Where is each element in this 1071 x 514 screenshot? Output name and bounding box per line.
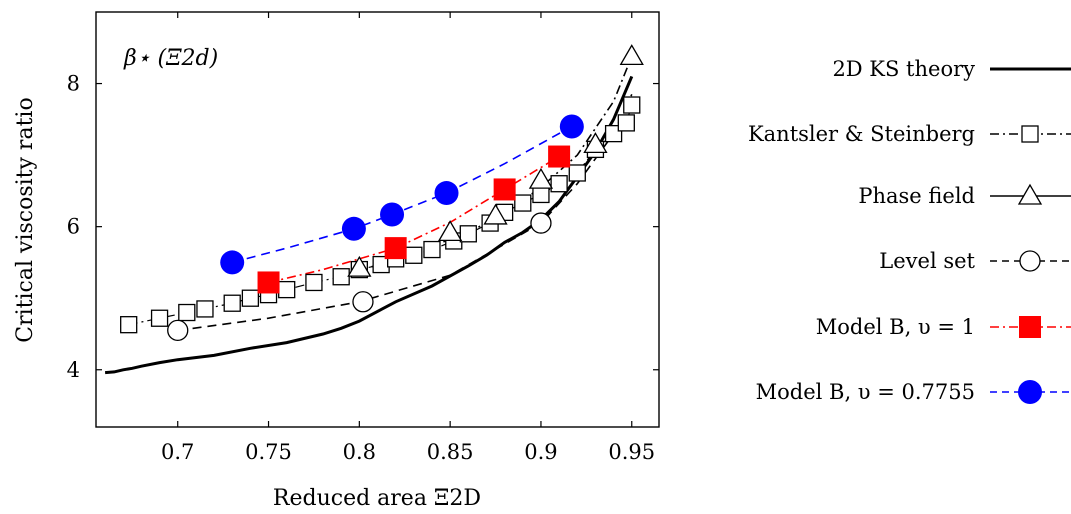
x-tick-label: 0.9: [524, 440, 557, 464]
kantsler-point: [332, 268, 350, 286]
kantsler-point: [550, 175, 568, 193]
kantsler-point: [617, 114, 635, 132]
phase-point: [438, 220, 463, 242]
legend-entry: Model B, υ = 1: [816, 315, 1071, 339]
modelB2-point: [380, 202, 405, 227]
modelB1-point: [548, 145, 571, 168]
legend-marker: [1021, 125, 1039, 143]
y-tick-label: 8: [67, 72, 80, 96]
inset-annotation: β⋆ (Ξ2d): [123, 46, 218, 71]
kantsler-point: [305, 273, 323, 292]
plot-area: [104, 44, 644, 375]
kantsler-point: [568, 164, 586, 182]
modelB2-point: [341, 216, 366, 241]
plot-frame: [95, 11, 660, 428]
kantsler-point: [196, 300, 214, 318]
y-tick-label: 6: [67, 215, 80, 239]
modelB2-point: [434, 181, 459, 206]
kantsler-point: [405, 246, 423, 264]
y-axis-label: Critical viscosity ratio: [13, 97, 38, 342]
x-tick-label: 0.8: [343, 440, 376, 464]
level-point: [352, 291, 374, 313]
legend-label: Model B, υ = 1: [816, 315, 975, 339]
kantsler-point: [604, 124, 623, 143]
kantsler-point: [423, 240, 441, 259]
ks-line: [104, 75, 634, 375]
axes: 0.7 0.75 0.8 0.85 0.9 0.95 4 6 8: [67, 11, 660, 464]
legend-marker: [1019, 250, 1041, 272]
level-point: [167, 319, 189, 342]
phase-point: [483, 203, 508, 225]
phase-point: [619, 44, 644, 66]
x-axis-label: Reduced area Ξ2D: [273, 486, 481, 511]
legend-label: Model B, υ = 0.7755: [756, 380, 975, 404]
kantsler-point: [278, 280, 296, 299]
kantsler-point: [623, 96, 641, 114]
x-tick-label: 0.85: [427, 440, 474, 464]
kantsler-point: [150, 309, 169, 327]
phase-point: [583, 132, 608, 154]
modelB2-point: [559, 114, 584, 139]
kantsler-point: [532, 185, 550, 204]
phase-point: [347, 255, 372, 277]
legend-entry: Phase field: [858, 183, 1071, 208]
legend: 2D KS theory Kantsler & Steinberg Phase fi…: [748, 57, 1071, 404]
legend-label: Kantsler & Steinberg: [748, 122, 975, 146]
kantsler-point: [514, 194, 532, 212]
kantsler-point: [120, 316, 138, 334]
legend-entry: Level set: [879, 249, 1071, 273]
x-tick-label: 0.7: [161, 440, 194, 464]
legend-marker: [1018, 380, 1042, 404]
kantsler-point: [459, 225, 477, 243]
kantsler-point: [178, 303, 196, 322]
kantsler-point: [223, 294, 241, 312]
legend-label: Level set: [879, 249, 975, 273]
level-point: [530, 212, 552, 234]
legend-label: 2D KS theory: [832, 57, 975, 81]
phase-point: [528, 167, 554, 189]
legend-entry: 2D KS theory: [832, 57, 1071, 81]
legend-marker: [1017, 183, 1043, 205]
modelB2-point: [220, 250, 245, 275]
modelB1-point: [493, 178, 516, 201]
kantsler-point: [241, 289, 260, 307]
y-tick-label: 4: [67, 358, 80, 382]
legend-entry: Kantsler & Steinberg: [748, 122, 1071, 146]
legend-label: Phase field: [858, 184, 975, 208]
modelB1-point: [257, 271, 280, 294]
x-tick-label: 0.75: [245, 440, 292, 464]
modelB1-point: [384, 237, 407, 260]
legend-entry: Model B, υ = 0.7755: [756, 380, 1071, 404]
x-tick-label: 0.95: [608, 440, 655, 464]
legend-marker: [1019, 316, 1041, 338]
